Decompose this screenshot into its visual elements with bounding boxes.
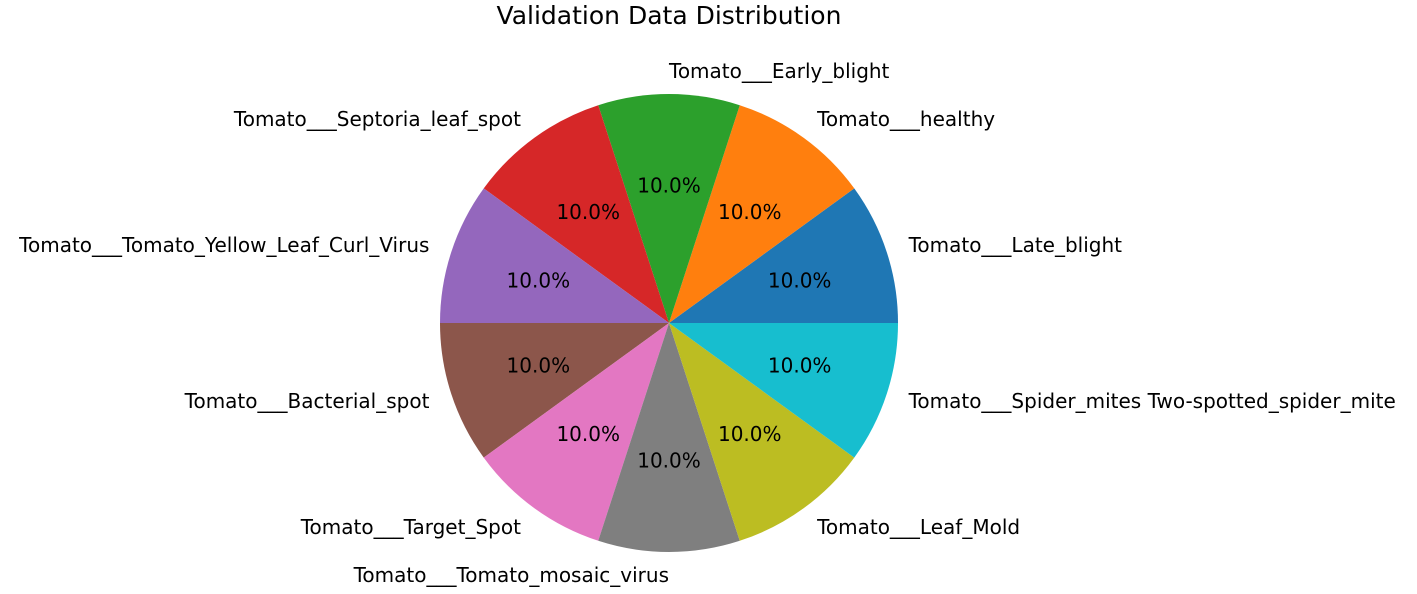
pie-slice-tomato-tomato-mosaic-virus	[598, 323, 740, 552]
pie-slices	[440, 94, 898, 552]
pie-slice-tomato-tomato-yellow-leaf-curl-virus	[440, 188, 669, 323]
pie-slice-tomato-target-spot	[483, 323, 669, 541]
category-label-tomato-early-blight: Tomato___Early_blight	[668, 59, 890, 83]
category-labels: Tomato___Late_blight Tomato___healthy Toma…	[18, 59, 1396, 587]
category-label-tomato-spider-mites-two-spotted-spider-mite: Tomato___Spider_mites Two-spotted_spider…	[908, 389, 1396, 413]
pct-label-tomato-early-blight: 10.0%	[637, 174, 701, 198]
pie-slice-tomato-early-blight	[598, 94, 740, 324]
pie-slice-tomato-late-blight	[669, 188, 898, 323]
category-label-tomato-late-blight: Tomato___Late_blight	[908, 233, 1123, 257]
pie-slice-tomato-leaf-mold	[669, 323, 855, 541]
pct-label-tomato-target-spot: 10.0%	[556, 422, 620, 446]
pie-slice-tomato-septoria-leaf-spot	[483, 105, 669, 323]
category-label-tomato-tomato-mosaic-virus: Tomato___Tomato_mosaic_virus	[353, 563, 669, 587]
pie-slice-tomato-bacterial-spot	[440, 323, 669, 458]
pie-slice-tomato-spider-mites-two-spotted-spider-mite	[669, 323, 898, 458]
pct-label-tomato-spider-mites-two-spotted-spider-mite: 10.0%	[768, 353, 832, 377]
category-label-tomato-leaf-mold: Tomato___Leaf_Mold	[816, 515, 1020, 539]
pct-label-tomato-late-blight: 10.0%	[768, 269, 832, 293]
category-label-tomato-bacterial-spot: Tomato___Bacterial_spot	[184, 389, 430, 413]
category-label-tomato-target-spot: Tomato___Target_Spot	[300, 515, 521, 539]
pie-slice-tomato-healthy	[669, 105, 855, 323]
pct-label-tomato-tomato-mosaic-virus: 10.0%	[637, 448, 701, 472]
category-label-tomato-tomato-yellow-leaf-curl-virus: Tomato___Tomato_Yellow_Leaf_Curl_Virus	[18, 233, 429, 257]
pct-label-tomato-bacterial-spot: 10.0%	[507, 353, 571, 377]
pct-label-tomato-healthy: 10.0%	[718, 200, 782, 224]
percentage-labels: 10.0% 10.0% 10.0% 10.0% 10.0% 10.0% 10.0% 10.0%…	[507, 174, 832, 473]
category-label-tomato-septoria-leaf-spot: Tomato___Septoria_leaf_spot	[233, 107, 521, 131]
category-label-tomato-healthy: Tomato___healthy	[816, 107, 995, 131]
pct-label-tomato-leaf-mold: 10.0%	[718, 422, 782, 446]
pct-label-tomato-tomato-yellow-leaf-curl-virus: 10.0%	[507, 269, 571, 293]
chart-title: Validation Data Distribution	[497, 1, 842, 30]
pct-label-tomato-septoria-leaf-spot: 10.0%	[556, 200, 620, 224]
